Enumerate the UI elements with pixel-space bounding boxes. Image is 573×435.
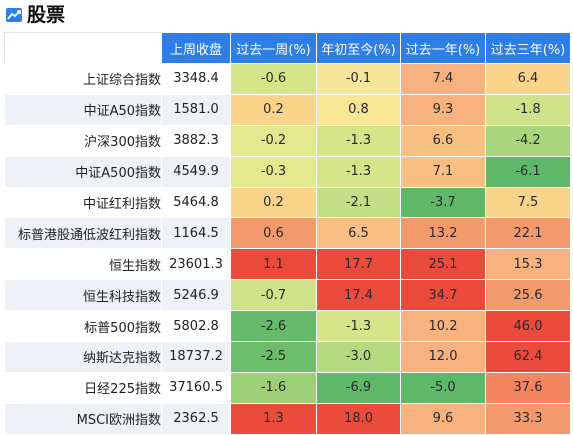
return-value-cell: 1.3 [230, 402, 317, 435]
close-value-cell: 4549.9 [161, 155, 231, 188]
close-value-cell: 5464.8 [161, 186, 231, 219]
index-name-cell: 上证综合指数 [4, 63, 162, 95]
column-header: 过去三年(%) [485, 32, 571, 64]
return-value-cell: -3.0 [316, 341, 401, 373]
return-value-cell: -5.0 [400, 371, 486, 404]
table-row: 中证红利指数 5464.8 0.2 -2.1 -3.7 7.5 [4, 186, 571, 219]
table-row: 标普500指数 5802.8 -2.6 -1.3 10.2 46.0 [4, 310, 571, 343]
return-value-cell: 9.6 [400, 402, 486, 435]
return-value-cell: 17.7 [316, 248, 401, 281]
return-value-cell: 34.7 [400, 279, 486, 312]
return-value-cell: 25.6 [485, 279, 571, 312]
page-title: 股票 [27, 4, 66, 26]
close-value-cell: 2362.5 [161, 402, 231, 435]
column-header: 上周收盘 [161, 32, 231, 64]
return-value-cell: 0.6 [230, 217, 317, 250]
return-value-cell: -0.1 [316, 63, 401, 95]
index-name-cell: 中证A50指数 [4, 93, 162, 126]
close-value-cell: 5802.8 [161, 310, 231, 343]
table-row: 恒生科技指数 5246.9 -0.7 17.4 34.7 25.6 [4, 279, 571, 312]
index-name-cell: 标普500指数 [4, 310, 162, 343]
return-value-cell: 6.6 [400, 124, 486, 157]
column-header: 年初至今(%) [316, 32, 401, 64]
return-value-cell: -1.8 [485, 93, 571, 126]
return-value-cell: -4.2 [485, 124, 571, 157]
return-value-cell: 6.4 [485, 63, 571, 95]
close-value-cell: 3348.4 [161, 63, 231, 95]
trend-chart-icon [6, 8, 22, 22]
index-name-cell: 日经225指数 [4, 371, 162, 404]
return-value-cell: 0.2 [230, 186, 317, 219]
return-value-cell: 37.6 [485, 371, 571, 404]
return-value-cell: -1.3 [316, 124, 401, 157]
return-value-cell: -1.6 [230, 371, 317, 404]
return-value-cell: -0.7 [230, 279, 317, 312]
return-value-cell: 7.5 [485, 186, 571, 219]
return-value-cell: 0.8 [316, 93, 401, 126]
return-value-cell: 17.4 [316, 279, 401, 312]
return-value-cell: 25.1 [400, 248, 486, 281]
return-value-cell: -0.6 [230, 63, 317, 95]
table-row: 标普港股通低波红利指数 1164.5 0.6 6.5 13.2 22.1 [4, 217, 571, 250]
return-value-cell: -6.9 [316, 371, 401, 404]
return-value-cell: -6.1 [485, 155, 571, 188]
return-value-cell: 33.3 [485, 402, 571, 435]
table-row: 恒生指数 23601.3 1.1 17.7 25.1 15.3 [4, 248, 571, 281]
index-name-cell: 标普港股通低波红利指数 [4, 217, 162, 250]
close-value-cell: 5246.9 [161, 279, 231, 312]
close-value-cell: 1581.0 [161, 93, 231, 126]
close-value-cell: 18737.2 [161, 341, 231, 373]
table-header-row: 上周收盘 过去一周(%) 年初至今(%) 过去一年(%) 过去三年(%) [4, 32, 571, 64]
column-header: 过去一周(%) [230, 32, 317, 64]
index-name-cell: 中证A500指数 [4, 155, 162, 188]
return-value-cell: -0.3 [230, 155, 317, 188]
close-value-cell: 37160.5 [161, 371, 231, 404]
return-value-cell: -3.7 [400, 186, 486, 219]
page-header: 股票 [0, 0, 573, 30]
return-value-cell: 1.1 [230, 248, 317, 281]
header-corner [4, 32, 162, 64]
table-row: 中证A500指数 4549.9 -0.3 -1.3 7.1 -6.1 [4, 155, 571, 188]
return-value-cell: 0.2 [230, 93, 317, 126]
index-name-cell: 中证红利指数 [4, 186, 162, 219]
return-value-cell: 10.2 [400, 310, 486, 343]
index-name-cell: 沪深300指数 [4, 124, 162, 157]
index-name-cell: 恒生科技指数 [4, 279, 162, 312]
return-value-cell: 6.5 [316, 217, 401, 250]
column-header: 过去一年(%) [400, 32, 486, 64]
close-value-cell: 3882.3 [161, 124, 231, 157]
return-value-cell: 62.4 [485, 341, 571, 373]
return-value-cell: 7.1 [400, 155, 486, 188]
table-row: 沪深300指数 3882.3 -0.2 -1.3 6.6 -4.2 [4, 124, 571, 157]
return-value-cell: 22.1 [485, 217, 571, 250]
close-value-cell: 1164.5 [161, 217, 231, 250]
return-value-cell: -1.3 [316, 155, 401, 188]
return-value-cell: -1.3 [316, 310, 401, 343]
return-value-cell: 18.0 [316, 402, 401, 435]
return-value-cell: -2.5 [230, 341, 317, 373]
index-name-cell: MSCI欧洲指数 [4, 402, 162, 435]
return-value-cell: -0.2 [230, 124, 317, 157]
table-body: 上证综合指数 3348.4 -0.6 -0.1 7.4 6.4 中证A50指数 1581.0 0… [4, 63, 571, 435]
return-value-cell: 15.3 [485, 248, 571, 281]
return-value-cell: 12.0 [400, 341, 486, 373]
return-value-cell: 13.2 [400, 217, 486, 250]
table-row: MSCI欧洲指数 2362.5 1.3 18.0 9.6 33.3 [4, 402, 571, 435]
index-name-cell: 纳斯达克指数 [4, 341, 162, 373]
return-value-cell: -2.6 [230, 310, 317, 343]
stock-index-table: 上周收盘 过去一周(%) 年初至今(%) 过去一年(%) 过去三年(%) 上证综… [4, 32, 571, 435]
table-row: 纳斯达克指数 18737.2 -2.5 -3.0 12.0 62.4 [4, 341, 571, 373]
table-row: 上证综合指数 3348.4 -0.6 -0.1 7.4 6.4 [4, 63, 571, 95]
table-row: 中证A50指数 1581.0 0.2 0.8 9.3 -1.8 [4, 93, 571, 126]
index-name-cell: 恒生指数 [4, 248, 162, 281]
table-row: 日经225指数 37160.5 -1.6 -6.9 -5.0 37.6 [4, 371, 571, 404]
return-value-cell: 46.0 [485, 310, 571, 343]
return-value-cell: -2.1 [316, 186, 401, 219]
close-value-cell: 23601.3 [161, 248, 231, 281]
return-value-cell: 9.3 [400, 93, 486, 126]
return-value-cell: 7.4 [400, 63, 486, 95]
